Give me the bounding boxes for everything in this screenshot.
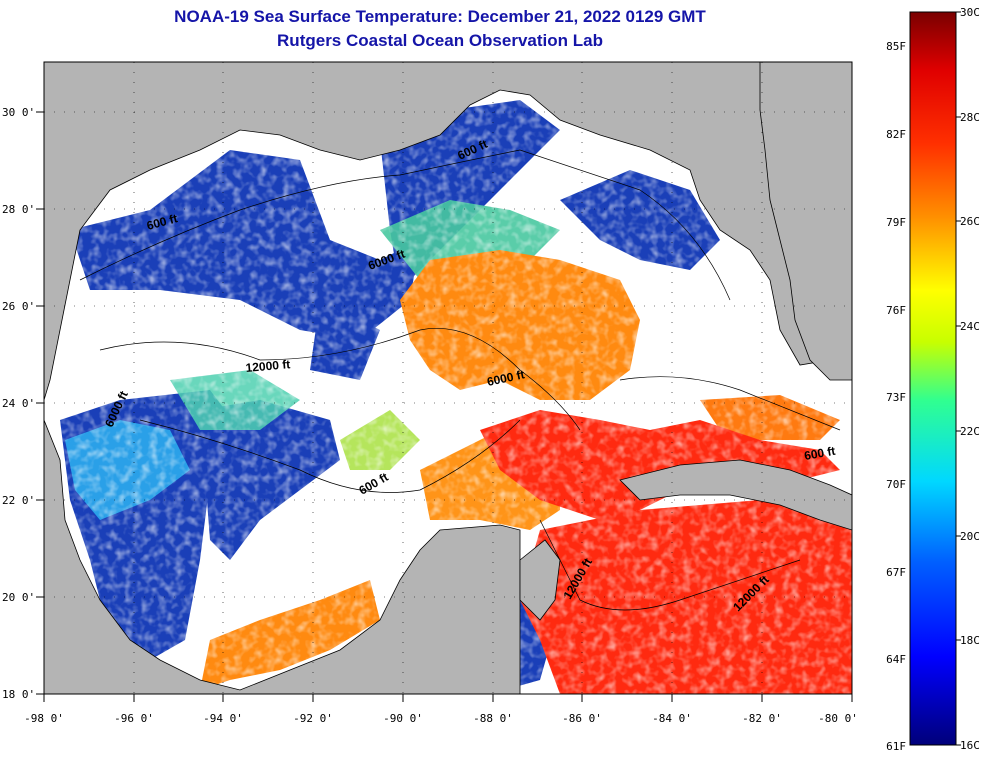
lon-label: -92 0' bbox=[293, 712, 333, 725]
fahrenheit-label: 79F bbox=[886, 216, 906, 229]
celsius-label: 26C bbox=[960, 215, 980, 228]
fahrenheit-label: 82F bbox=[886, 128, 906, 141]
lon-label: -82 0' bbox=[742, 712, 782, 725]
celsius-label: 28C bbox=[960, 111, 980, 124]
celsius-label: 24C bbox=[960, 320, 980, 333]
fahrenheit-label: 61F bbox=[886, 740, 906, 753]
colorbar: 30C 28C 26C 24C 22C 20C 18C 16C 85F 82F … bbox=[886, 6, 980, 753]
colorbar-scale bbox=[909, 11, 957, 746]
map-title: NOAA-19 Sea Surface Temperature: Decembe… bbox=[174, 7, 706, 26]
map-frame bbox=[43, 61, 853, 695]
map-subtitle: Rutgers Coastal Ocean Observation Lab bbox=[277, 31, 603, 50]
lat-label: 26 0' bbox=[2, 300, 35, 313]
map-plot-area: 600 ft 6000 ft 600 ft 12000 ft 6000 ft 6… bbox=[44, 62, 852, 694]
celsius-label: 20C bbox=[960, 530, 980, 543]
lon-label: -90 0' bbox=[383, 712, 423, 725]
fahrenheit-label: 64F bbox=[886, 653, 906, 666]
lon-label: -88 0' bbox=[473, 712, 513, 725]
lon-label: -94 0' bbox=[203, 712, 243, 725]
lat-label: 22 0' bbox=[2, 494, 35, 507]
lat-label: 18 0' bbox=[2, 688, 35, 701]
bathymetry-contours bbox=[79, 149, 841, 611]
fahrenheit-label: 73F bbox=[886, 391, 906, 404]
celsius-labels: 30C 28C 26C 24C 22C 20C 18C 16C bbox=[960, 6, 980, 752]
lat-label: 20 0' bbox=[2, 591, 35, 604]
celsius-label: 22C bbox=[960, 425, 980, 438]
lon-label: -80 0' bbox=[818, 712, 858, 725]
land bbox=[44, 62, 852, 694]
longitude-labels: -98 0' -96 0' -94 0' -92 0' -90 0' -88 0… bbox=[24, 712, 858, 725]
lat-label: 24 0' bbox=[2, 397, 35, 410]
axis-ticks bbox=[36, 111, 853, 702]
lat-label: 30 0' bbox=[2, 106, 35, 119]
contour-label: 600 ft bbox=[803, 444, 836, 463]
celsius-label: 16C bbox=[960, 739, 980, 752]
lon-label: -84 0' bbox=[652, 712, 692, 725]
celsius-label: 18C bbox=[960, 634, 980, 647]
contour-label: 12000 ft bbox=[245, 357, 291, 375]
celsius-label: 30C bbox=[960, 6, 980, 19]
lon-label: -86 0' bbox=[562, 712, 602, 725]
fahrenheit-label: 70F bbox=[886, 478, 906, 491]
lon-label: -98 0' bbox=[24, 712, 64, 725]
fahrenheit-label: 85F bbox=[886, 40, 906, 53]
fahrenheit-label: 67F bbox=[886, 566, 906, 579]
fahrenheit-labels: 85F 82F 79F 76F 73F 70F 67F 64F 61F bbox=[886, 40, 906, 753]
latitude-labels: 30 0' 28 0' 26 0' 24 0' 22 0' 20 0' 18 0… bbox=[2, 106, 35, 701]
fahrenheit-label: 76F bbox=[886, 304, 906, 317]
lat-label: 28 0' bbox=[2, 203, 35, 216]
lon-label: -96 0' bbox=[114, 712, 154, 725]
